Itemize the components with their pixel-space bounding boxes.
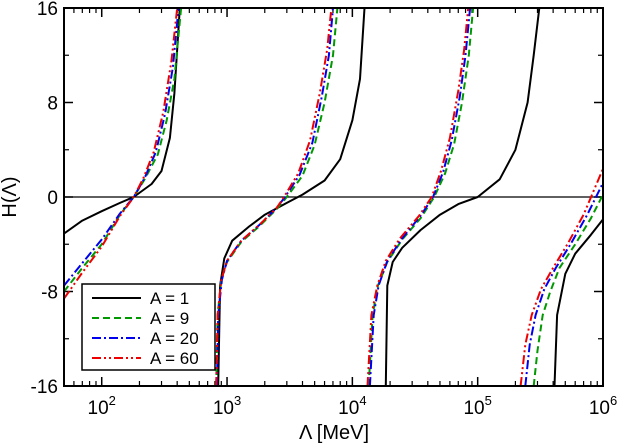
series-4-branch-3 xyxy=(366,8,470,386)
x-tick-exponent: 5 xyxy=(485,393,492,408)
series-3-branch-3 xyxy=(368,8,472,386)
x-tick-exponent: 3 xyxy=(234,393,241,408)
series-1-branch-4 xyxy=(553,218,603,386)
x-tick-label: 105 xyxy=(463,393,491,419)
series-4-branch-2 xyxy=(215,8,333,386)
x-tick-label: 106 xyxy=(589,393,617,419)
x-tick-exponent: 6 xyxy=(610,393,617,408)
y-tick-label: -16 xyxy=(31,377,58,398)
x-tick-exponent: 2 xyxy=(109,393,116,408)
plot-frame xyxy=(63,7,604,387)
x-tick-exponent: 4 xyxy=(359,393,366,408)
legend-label-3: A = 20 xyxy=(150,329,199,348)
series-4-branch-1 xyxy=(64,8,179,300)
x-axis-title: Λ [MeV] xyxy=(299,422,369,444)
series-2-branch-3 xyxy=(367,8,475,386)
series-3-branch-4 xyxy=(524,182,603,386)
y-axis-title: H(Λ) xyxy=(0,176,21,217)
x-tick-base: 10 xyxy=(463,398,484,419)
series-1 xyxy=(64,8,603,386)
x-tick-label: 103 xyxy=(213,393,241,419)
x-tick-label: 104 xyxy=(338,393,366,419)
legend-label-2: A = 9 xyxy=(150,309,189,328)
series-layer xyxy=(64,8,603,386)
x-tick-base: 10 xyxy=(589,398,610,419)
legend: A = 1A = 9A = 20A = 60 xyxy=(81,283,216,371)
series-1-branch-1 xyxy=(64,8,181,235)
x-tick-label: 102 xyxy=(88,393,116,419)
series-4 xyxy=(64,8,603,386)
x-tick-base: 10 xyxy=(338,398,359,419)
y-tick-label: 8 xyxy=(47,94,58,115)
legend-label-1: A = 1 xyxy=(150,289,189,308)
y-tick-label: -8 xyxy=(41,283,58,304)
series-1-branch-2 xyxy=(217,8,366,386)
x-tick-base: 10 xyxy=(88,398,109,419)
series-4-branch-4 xyxy=(519,168,603,386)
y-tick-label: 16 xyxy=(37,0,58,20)
legend-label-4: A = 60 xyxy=(150,349,199,368)
x-tick-base: 10 xyxy=(213,398,234,419)
y-tick-label: 0 xyxy=(47,188,58,209)
series-1-branch-3 xyxy=(384,8,541,386)
